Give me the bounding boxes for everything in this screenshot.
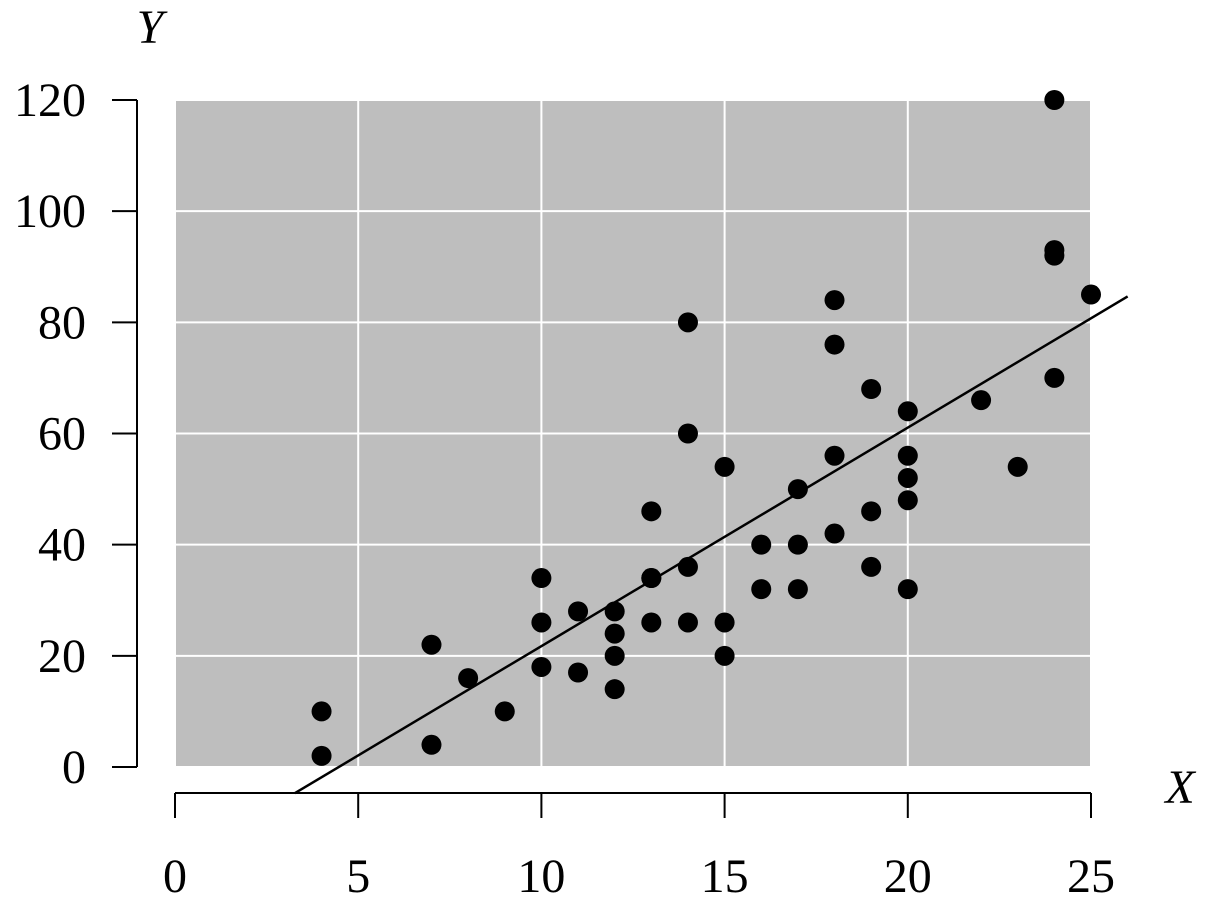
point bbox=[824, 334, 845, 355]
point bbox=[1044, 240, 1065, 261]
point bbox=[824, 445, 845, 466]
point bbox=[861, 379, 882, 400]
point bbox=[604, 601, 625, 622]
point bbox=[677, 312, 698, 333]
point bbox=[1081, 284, 1101, 305]
point bbox=[897, 401, 918, 422]
point bbox=[421, 634, 442, 655]
point bbox=[714, 456, 735, 477]
point bbox=[531, 612, 552, 633]
point bbox=[641, 612, 662, 633]
point bbox=[311, 745, 332, 766]
point bbox=[897, 467, 918, 488]
point bbox=[1044, 90, 1065, 110]
y-axis-label: Y bbox=[137, 1, 168, 54]
x-axis-label: X bbox=[1163, 761, 1196, 814]
point bbox=[824, 290, 845, 311]
point bbox=[751, 534, 772, 555]
point bbox=[677, 612, 698, 633]
y-tick-label: 40 bbox=[38, 519, 86, 572]
y-tick-label: 0 bbox=[62, 741, 86, 794]
point bbox=[641, 501, 662, 522]
point bbox=[531, 568, 552, 589]
point bbox=[897, 445, 918, 466]
point bbox=[604, 645, 625, 666]
point bbox=[824, 523, 845, 544]
x-tick-label: 15 bbox=[701, 850, 749, 897]
point bbox=[604, 679, 625, 700]
point bbox=[787, 479, 808, 500]
y-tick-label: 60 bbox=[38, 408, 86, 461]
point bbox=[861, 556, 882, 577]
x-tick-label: 20 bbox=[884, 850, 932, 897]
x-tick-label: 5 bbox=[346, 850, 370, 897]
point bbox=[714, 645, 735, 666]
point bbox=[971, 390, 992, 411]
point bbox=[458, 668, 479, 689]
x-tick-label: 25 bbox=[1067, 850, 1115, 897]
point bbox=[494, 701, 515, 722]
point bbox=[568, 601, 589, 622]
point bbox=[421, 734, 442, 755]
point bbox=[531, 656, 552, 677]
x-tick-label: 0 bbox=[163, 850, 187, 897]
y-tick-label: 120 bbox=[14, 74, 86, 127]
point bbox=[1007, 456, 1028, 477]
point bbox=[787, 534, 808, 555]
point bbox=[897, 490, 918, 511]
point bbox=[604, 623, 625, 644]
x-tick-label: 10 bbox=[517, 850, 565, 897]
trend-line bbox=[294, 295, 1129, 795]
y-tick-label: 20 bbox=[38, 630, 86, 683]
point bbox=[787, 579, 808, 600]
y-tick-label: 80 bbox=[38, 296, 86, 349]
point bbox=[311, 701, 332, 722]
point bbox=[568, 662, 589, 683]
point bbox=[677, 423, 698, 444]
point bbox=[1044, 367, 1065, 388]
y-tick-label: 100 bbox=[14, 185, 86, 238]
point bbox=[714, 612, 735, 633]
point bbox=[861, 501, 882, 522]
point bbox=[897, 579, 918, 600]
point bbox=[751, 579, 772, 600]
